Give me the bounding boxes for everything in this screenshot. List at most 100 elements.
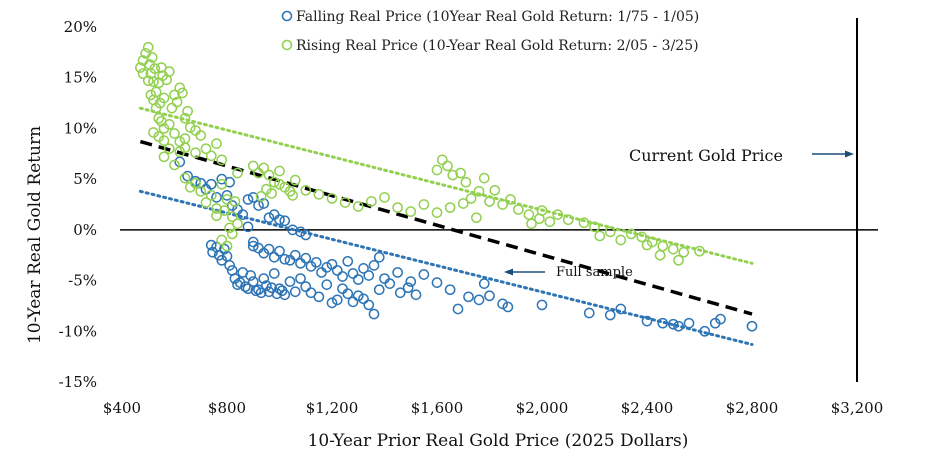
falling-point	[295, 226, 306, 238]
rising-point	[673, 254, 684, 266]
falling-point	[402, 282, 414, 294]
rising-point	[184, 122, 196, 133]
falling-point	[258, 273, 270, 284]
falling-point	[263, 212, 275, 224]
falling-point	[473, 294, 485, 306]
falling-point	[242, 194, 254, 205]
rising-point	[287, 190, 298, 201]
falling-point	[394, 287, 406, 299]
falling-point	[213, 249, 225, 261]
rising-point	[200, 143, 212, 155]
rising-point	[289, 174, 301, 186]
rising-point	[657, 240, 669, 252]
falling-point	[699, 325, 711, 337]
falling-point	[232, 279, 243, 290]
rising-point	[137, 68, 149, 80]
rising-point	[489, 184, 501, 196]
x-tick-label: $800	[208, 399, 246, 417]
x-axis-title: 10-Year Prior Real Gold Price (2025 Doll…	[308, 431, 689, 451]
y-tick-label: 5%	[73, 170, 97, 188]
rising-point	[478, 172, 490, 184]
falling-point	[326, 297, 338, 309]
rising-point	[226, 211, 238, 223]
rising-point	[268, 176, 280, 188]
rising-point	[142, 41, 154, 53]
falling-point	[242, 221, 254, 233]
rising-point	[163, 143, 175, 155]
falling-point	[205, 178, 217, 190]
rising-point	[471, 212, 482, 224]
rising-point	[174, 136, 186, 147]
annotation-full-sample: Full sample	[504, 265, 633, 280]
falling-point	[310, 256, 322, 268]
rising-point	[211, 138, 222, 149]
falling-point	[452, 303, 464, 315]
falling-point	[683, 317, 695, 329]
rising-point	[379, 192, 390, 203]
falling-point	[347, 268, 359, 279]
falling-point	[484, 290, 495, 302]
rising-point	[224, 222, 235, 234]
x-tick-label: $1,200	[306, 399, 359, 417]
rising-point	[205, 150, 217, 162]
x-tick-label: $2,400	[621, 399, 674, 417]
rising-point	[274, 178, 285, 190]
falling-point	[410, 289, 422, 301]
rising-point	[339, 197, 351, 208]
rising-point	[654, 249, 666, 261]
x-tick-label: $2,800	[726, 399, 779, 417]
rising-point	[484, 196, 495, 207]
falling-point	[337, 271, 348, 282]
rising-point	[473, 185, 485, 197]
rising-point	[594, 230, 606, 242]
rising-point	[216, 178, 228, 190]
y-tick-label: 0%	[73, 221, 97, 239]
rising-point	[153, 112, 165, 124]
falling-point	[746, 320, 758, 332]
falling-point	[373, 251, 385, 263]
rising-point	[636, 231, 648, 243]
falling-point	[358, 263, 369, 274]
rising-point	[266, 187, 277, 199]
rising-point	[145, 89, 157, 101]
falling-point	[316, 267, 327, 278]
falling-point	[331, 265, 343, 276]
falling-point	[379, 273, 390, 284]
falling-point	[326, 258, 338, 270]
falling-point	[715, 313, 726, 325]
falling-point	[300, 229, 312, 241]
falling-point	[352, 290, 364, 302]
rising-point	[460, 176, 472, 188]
falling-point	[274, 283, 285, 295]
y-tick-label: 15%	[64, 69, 97, 87]
rising-point	[678, 246, 690, 258]
falling-point	[268, 251, 280, 263]
falling-point	[321, 279, 333, 290]
falling-point	[253, 242, 264, 254]
rising-point	[221, 240, 233, 252]
falling-point	[342, 255, 354, 267]
rising-point	[667, 243, 679, 255]
rising-point	[150, 102, 162, 114]
rising-point	[615, 234, 627, 246]
falling-point	[237, 209, 249, 220]
falling-point	[274, 214, 285, 226]
falling-point	[247, 192, 259, 203]
current-price-arrowhead	[845, 150, 854, 158]
falling-point	[221, 190, 233, 201]
rising-point	[646, 236, 658, 248]
rising-point	[158, 151, 170, 163]
x-tick-label: $1,600	[411, 399, 464, 417]
annotation-current-price: Current Gold Price	[629, 146, 854, 165]
rising-point	[135, 62, 146, 73]
rising-point	[163, 119, 175, 130]
falling-point	[615, 303, 627, 315]
falling-point	[536, 299, 548, 311]
falling-point	[253, 200, 264, 211]
rising-point	[552, 209, 564, 220]
rising-point	[232, 167, 243, 179]
falling-point	[182, 170, 193, 182]
rising-point	[431, 164, 443, 176]
plot-area	[120, 18, 878, 382]
